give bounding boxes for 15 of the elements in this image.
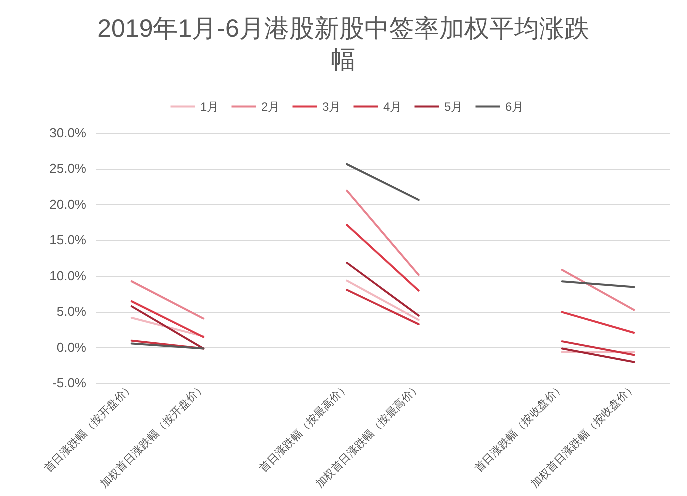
y-tick-label: 5.0% — [56, 304, 87, 320]
y-tick-label: 25.0% — [50, 161, 87, 176]
legend-label: 4月 — [384, 100, 402, 114]
y-tick-label: 0.0% — [56, 340, 87, 355]
y-tick-label: 10.0% — [50, 268, 87, 284]
legend-label: 5月 — [444, 100, 464, 114]
y-tick-label: 15.0% — [50, 232, 87, 248]
y-tick-label: -5.0% — [52, 376, 87, 390]
legend-label: 1月 — [200, 100, 220, 114]
y-tick-label: 30.0% — [50, 126, 87, 140]
y-tick-label: 20.0% — [50, 196, 87, 212]
legend-label: 6月 — [506, 100, 524, 114]
legend-label: 2月 — [262, 100, 280, 114]
legend-label: 3月 — [322, 100, 342, 114]
chart-title: 2019年1月-6月港股新股中签率加权平均涨跌幅 — [98, 15, 590, 74]
